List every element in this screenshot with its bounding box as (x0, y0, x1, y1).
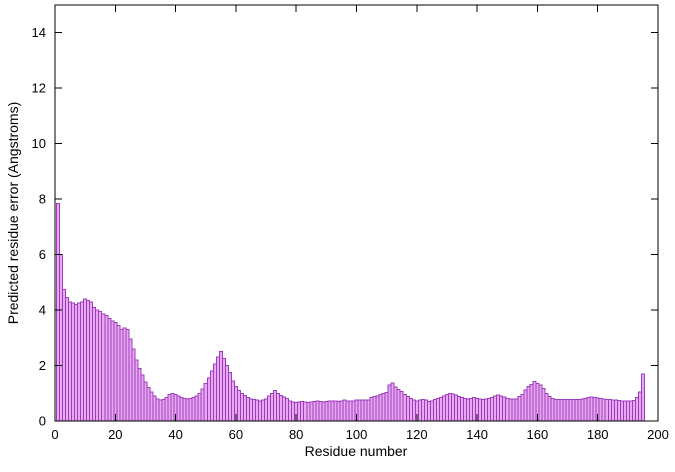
tick-label: 12 (32, 81, 46, 96)
error-bar (640, 373, 645, 422)
x-axis-label: Residue number (305, 443, 408, 459)
tick-label: 60 (229, 427, 243, 442)
tick-label: 140 (466, 427, 488, 442)
tick-label: 0 (51, 427, 58, 442)
tick-label: 4 (39, 303, 46, 318)
tick-label: 6 (39, 247, 46, 262)
bars-group (56, 202, 645, 422)
tick-label: 0 (39, 414, 46, 429)
tick-label: 2 (39, 358, 46, 373)
tick-labels-group: 0 20 40 60 80 100 120 140 160 180 200 0 2 4 6 8 10 12 14 (32, 25, 669, 442)
tick-label: 100 (346, 427, 368, 442)
y-axis-label: Predicted residue error (Angstroms) (5, 102, 21, 325)
tick-label: 40 (168, 427, 182, 442)
tick-label: 160 (527, 427, 549, 442)
tick-label: 20 (108, 427, 122, 442)
tick-label: 14 (32, 25, 46, 40)
tick-label: 8 (39, 192, 46, 207)
tick-label: 80 (289, 427, 303, 442)
tick-label: 200 (647, 427, 669, 442)
tick-label: 10 (32, 136, 46, 151)
plot-border (54, 4, 659, 422)
tick-label: 180 (587, 427, 609, 442)
axis-ticks-group (54, 5, 659, 422)
tick-label: 120 (406, 427, 428, 442)
